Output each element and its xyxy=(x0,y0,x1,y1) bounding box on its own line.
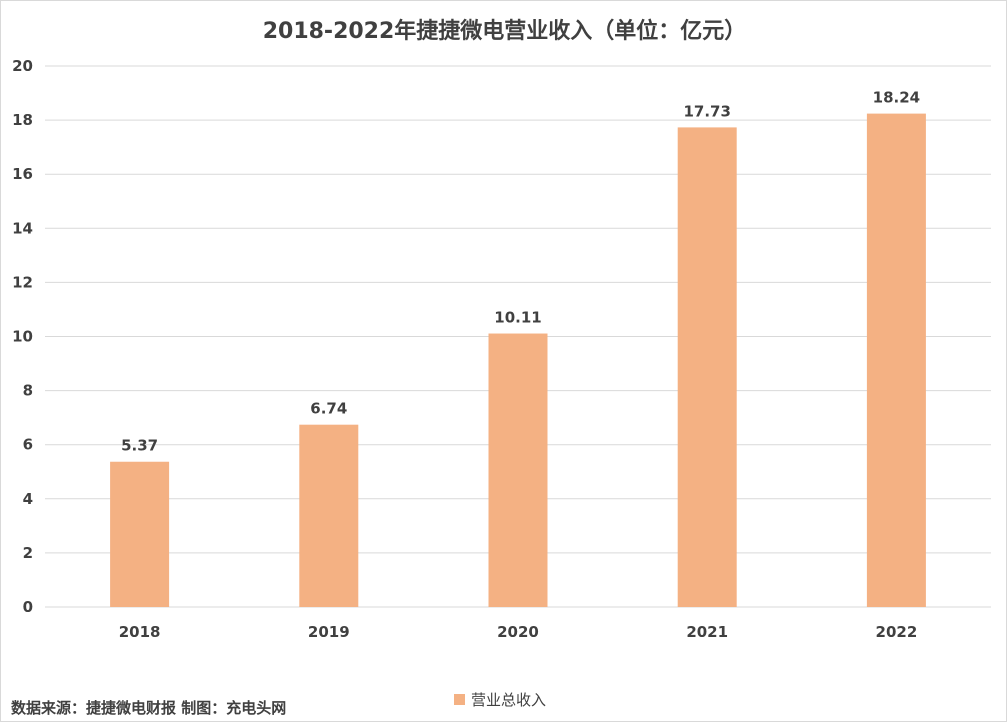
y-tick-label: 0 xyxy=(23,598,33,616)
bar xyxy=(866,113,926,607)
y-tick-label: 8 xyxy=(23,382,33,400)
bar xyxy=(299,424,359,607)
y-tick-label: 20 xyxy=(12,57,33,75)
y-tick-label: 12 xyxy=(12,273,33,291)
y-tick-label: 6 xyxy=(23,436,33,454)
x-tick-label: 2020 xyxy=(497,623,539,641)
data-label: 6.74 xyxy=(310,400,347,418)
y-tick-label: 14 xyxy=(12,219,33,237)
data-label: 17.73 xyxy=(683,102,730,120)
source-note: 数据来源：捷捷微电财报 制图：充电头网 xyxy=(11,699,287,717)
bar xyxy=(110,461,170,607)
data-label: 18.24 xyxy=(873,89,920,107)
legend: 营业总收入 xyxy=(454,689,546,710)
y-tick-label: 4 xyxy=(23,490,33,508)
y-tick-label: 2 xyxy=(23,544,33,562)
x-tick-label: 2022 xyxy=(876,623,918,641)
y-tick-label: 10 xyxy=(12,328,33,346)
chart-title: 2018-2022年捷捷微电营业收入（单位：亿元） xyxy=(262,19,747,44)
y-tick-label: 18 xyxy=(12,111,33,129)
x-tick-label: 2018 xyxy=(119,623,161,641)
y-tick-label: 16 xyxy=(12,165,33,183)
data-label: 5.37 xyxy=(121,437,158,455)
legend-label: 营业总收入 xyxy=(471,691,547,709)
data-label: 10.11 xyxy=(494,309,541,327)
bar xyxy=(677,127,737,607)
legend-swatch xyxy=(454,694,465,705)
x-tick-label: 2021 xyxy=(686,623,728,641)
bar xyxy=(488,333,548,607)
x-tick-label: 2019 xyxy=(308,623,350,641)
